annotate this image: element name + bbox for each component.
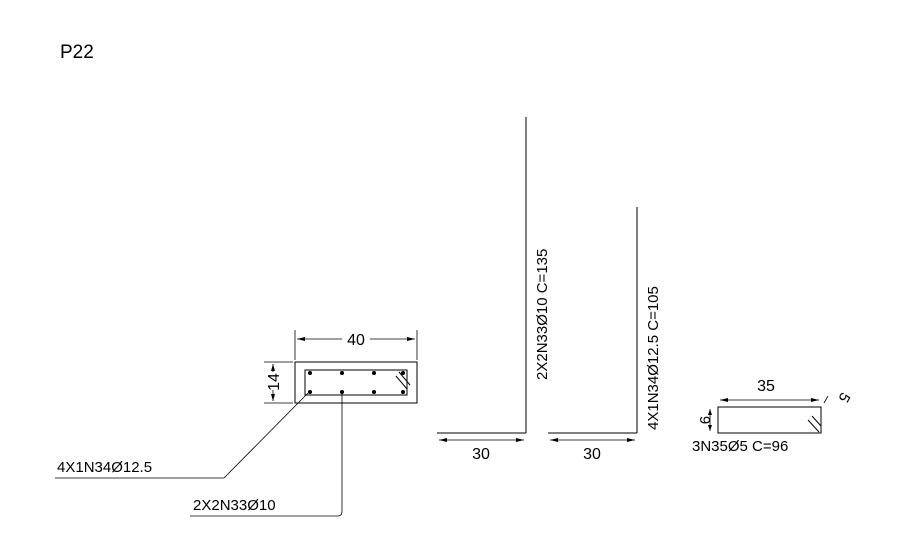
section-width-dimension: 40 xyxy=(294,330,418,360)
rebar-dot xyxy=(308,390,312,394)
stirrup-n35-shape: 35 9 5 3N35Ø5 C=96 xyxy=(692,378,853,455)
stirrup-hook xyxy=(395,375,408,390)
section-stirrup xyxy=(304,369,408,396)
rebar-dot xyxy=(401,390,405,394)
callout-top-bars-label: 4X1N34Ø12.5 xyxy=(57,459,152,476)
beam-cross-section xyxy=(294,361,418,404)
rebar-dot xyxy=(372,371,376,375)
stirrup-hook-2 xyxy=(398,371,411,386)
stirrup-height-label: 9 xyxy=(696,416,713,424)
callout-top-bars: 4X1N34Ø12.5 xyxy=(55,392,309,479)
bar-n34-shape: 30 4X1N34Ø12.5 C=105 xyxy=(548,207,662,463)
stirrup-width-label: 35 xyxy=(757,378,775,395)
section-outline xyxy=(294,361,418,404)
section-width-label: 40 xyxy=(347,332,365,349)
bar-n34-label: 4X1N34Ø12.5 C=105 xyxy=(645,286,662,430)
rebar-dot xyxy=(372,390,376,394)
bar-n33-label: 2X2N33Ø10 C=135 xyxy=(534,249,551,380)
drawing-title: P22 xyxy=(60,42,94,63)
bar-n34-hook-label: 30 xyxy=(583,446,601,463)
rebar-dot xyxy=(308,371,312,375)
callout-side-bars-label: 2X2N33Ø10 xyxy=(193,497,276,514)
section-height-label: 14 xyxy=(266,373,283,391)
stirrup-n35-label: 3N35Ø5 C=96 xyxy=(692,438,788,455)
bar-n33-shape: 30 2X2N33Ø10 C=135 xyxy=(437,117,551,463)
callout-side-bars: 2X2N33Ø10 xyxy=(190,393,343,517)
stirrup-hook-label: 5 xyxy=(834,389,853,405)
rebar-dot xyxy=(401,371,405,375)
rebar-dot xyxy=(340,390,344,394)
bar-n33-hook-label: 30 xyxy=(472,446,490,463)
rebar-dot xyxy=(340,371,344,375)
section-height-dimension: 14 xyxy=(264,361,293,404)
